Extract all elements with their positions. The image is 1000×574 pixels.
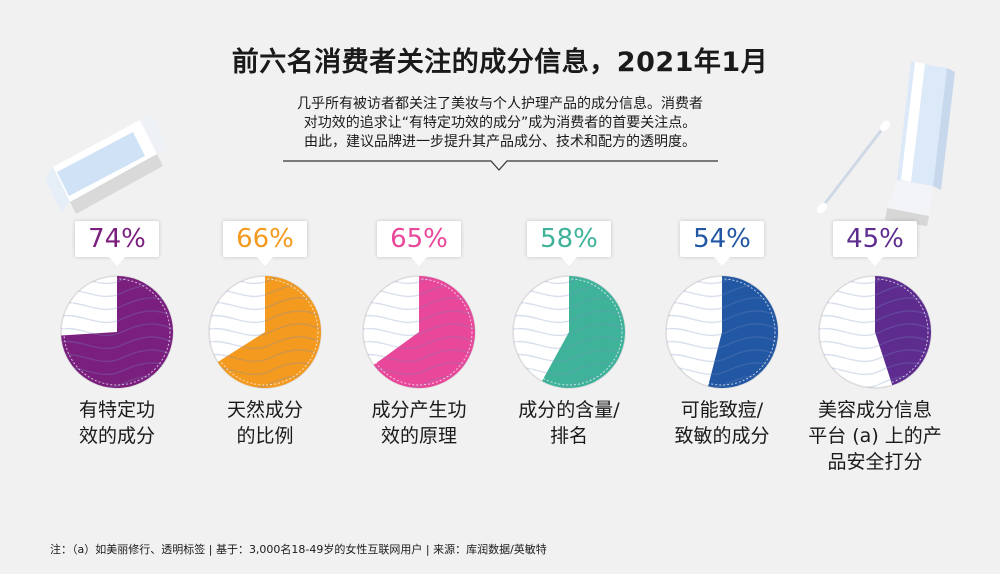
category-label: 有特定功 效的成分 bbox=[42, 397, 192, 449]
subtitle-line: 由此，建议品牌进一步提升其产品成分、技术和配方的透明度。 bbox=[304, 134, 696, 150]
value-label: 65% bbox=[377, 221, 461, 257]
category-label-line: 效的原理 bbox=[380, 425, 457, 447]
category-label-line: 天然成分 bbox=[226, 399, 303, 421]
value-label: 58% bbox=[527, 221, 611, 257]
category-label-line: 排名 bbox=[549, 425, 588, 447]
pie-dashed-border bbox=[821, 278, 929, 386]
pie-chart bbox=[60, 275, 174, 389]
pie-slice bbox=[875, 276, 931, 386]
subtitle-line: 对功效的追求让“有特定功效的成分”成为消费者的首要关注点。 bbox=[303, 115, 697, 131]
category-label-line: 平台 (a) 上的产 bbox=[808, 425, 942, 447]
category-label: 天然成分 的比例 bbox=[190, 397, 340, 449]
pie-slice bbox=[708, 276, 778, 388]
pie-dashed-border bbox=[63, 278, 171, 386]
value-label-pointer bbox=[109, 257, 125, 266]
value-label: 54% bbox=[680, 221, 764, 257]
subtitle-line: 几乎所有被访者都关注了美妆与个人护理产品的成分信息。消费者 bbox=[297, 96, 703, 112]
chart-subtitle: 几乎所有被访者都关注了美妆与个人护理产品的成分信息。消费者 对功效的追求让“有特… bbox=[270, 95, 730, 152]
pie-slice bbox=[542, 276, 626, 388]
value-label: 45% bbox=[833, 221, 917, 257]
category-label-line: 有特定功 bbox=[78, 399, 155, 421]
pie-slice bbox=[373, 276, 476, 388]
value-label-pointer bbox=[867, 257, 883, 266]
pie-dashed-border bbox=[211, 278, 319, 386]
category-label-line: 效的成分 bbox=[78, 425, 155, 447]
pie-slice bbox=[61, 276, 173, 388]
category-label: 可能致痘/致敏的成分 bbox=[647, 397, 797, 449]
category-label: 成分的含量/排名 bbox=[494, 397, 644, 449]
category-label-line: 的比例 bbox=[236, 425, 294, 447]
subtitle-callout-line bbox=[283, 160, 718, 171]
value-label-pointer bbox=[411, 257, 427, 266]
category-label-line: 成分产生功 bbox=[371, 399, 467, 421]
value-label-pointer bbox=[257, 257, 273, 266]
footnote: 注：（a）如美丽修行、透明标签 | 基于：3,000名18-49岁的女性互联网用… bbox=[50, 543, 547, 556]
category-label-line: 致敏的成分 bbox=[674, 425, 770, 447]
value-label: 74% bbox=[75, 221, 159, 257]
pie-chart bbox=[208, 275, 322, 389]
pie-dashed-border bbox=[365, 278, 473, 386]
category-label: 成分产生功 效的原理 bbox=[344, 397, 494, 449]
pie-chart bbox=[818, 275, 932, 389]
pie-slice bbox=[217, 276, 321, 388]
value-label: 66% bbox=[223, 221, 307, 257]
category-label-line: 成分的含量/ bbox=[518, 399, 620, 421]
chart-title: 前六名消费者关注的成分信息，2021年1月 bbox=[231, 47, 769, 78]
value-label-pointer bbox=[561, 257, 577, 266]
category-label: 美容成分信息 平台 (a) 上的产 品安全打分 bbox=[800, 397, 950, 475]
pie-chart bbox=[665, 275, 779, 389]
category-label-line: 品安全打分 bbox=[827, 451, 923, 473]
category-label-line: 美容成分信息 bbox=[817, 399, 932, 421]
pie-chart bbox=[362, 275, 476, 389]
category-label-line: 可能致痘/ bbox=[680, 399, 764, 421]
value-label-pointer bbox=[714, 257, 730, 266]
pie-chart bbox=[512, 275, 626, 389]
tube-and-swab-illustration bbox=[817, 62, 955, 226]
pie-dashed-border bbox=[668, 278, 776, 386]
pie-dashed-border bbox=[515, 278, 623, 386]
bottle-illustration bbox=[45, 115, 168, 214]
